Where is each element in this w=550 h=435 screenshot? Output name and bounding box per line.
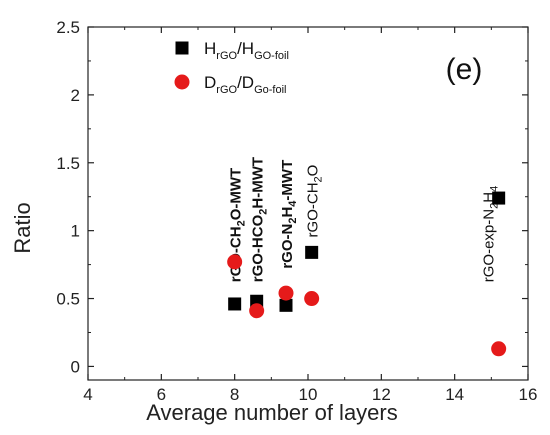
legend-entry-label: DrGO/DGo-foil (204, 73, 286, 96)
y-tick-label: 2.5 (56, 18, 80, 37)
y-axis-title: Ratio (10, 202, 35, 253)
x-tick-label: 4 (83, 385, 92, 404)
x-tick-label: 6 (157, 385, 166, 404)
legend: HrGO/HGO-foil DrGO/DGo-foil (174, 39, 289, 96)
h-ratio-point (492, 191, 506, 205)
h-ratio-point (305, 245, 319, 259)
y-tick-label: 2 (71, 86, 80, 105)
d-ratio-point (491, 341, 507, 357)
legend-square-marker (175, 41, 189, 55)
anno-exp-n2h4: rGO-exp-N2H4 (481, 186, 501, 282)
x-tick-label: 8 (230, 385, 239, 404)
legend-entry-label: HrGO/HGO-foil (204, 39, 289, 62)
d-ratio-point (227, 254, 243, 270)
h-ratio-point (228, 297, 242, 311)
anno-ch2o: rGO-CH2O (305, 165, 325, 238)
d-ratio-point (278, 285, 294, 301)
anno-n2h4-mwt: rGO-N2H4-MWT (279, 160, 299, 269)
anno-hco2h-mwt: rGO-HCO2H-MWT (250, 157, 270, 282)
y-tick-label: 1.5 (56, 154, 80, 173)
x-tick-label: 12 (372, 385, 391, 404)
d-ratio-point (249, 303, 265, 319)
x-tick-label: 16 (519, 385, 538, 404)
y-tick-label: 1 (71, 222, 80, 241)
x-axis-title: Average number of layers (146, 400, 398, 425)
y-tick-label: 0 (71, 357, 80, 376)
legend-circle-marker (174, 74, 190, 90)
h-ratio-point (279, 298, 293, 312)
d-ratio-point (304, 291, 320, 307)
panel-label: (e) (446, 53, 483, 86)
x-tick-label: 10 (299, 385, 318, 404)
y-tick-label: 0.5 (56, 290, 80, 309)
x-tick-label: 14 (445, 385, 464, 404)
